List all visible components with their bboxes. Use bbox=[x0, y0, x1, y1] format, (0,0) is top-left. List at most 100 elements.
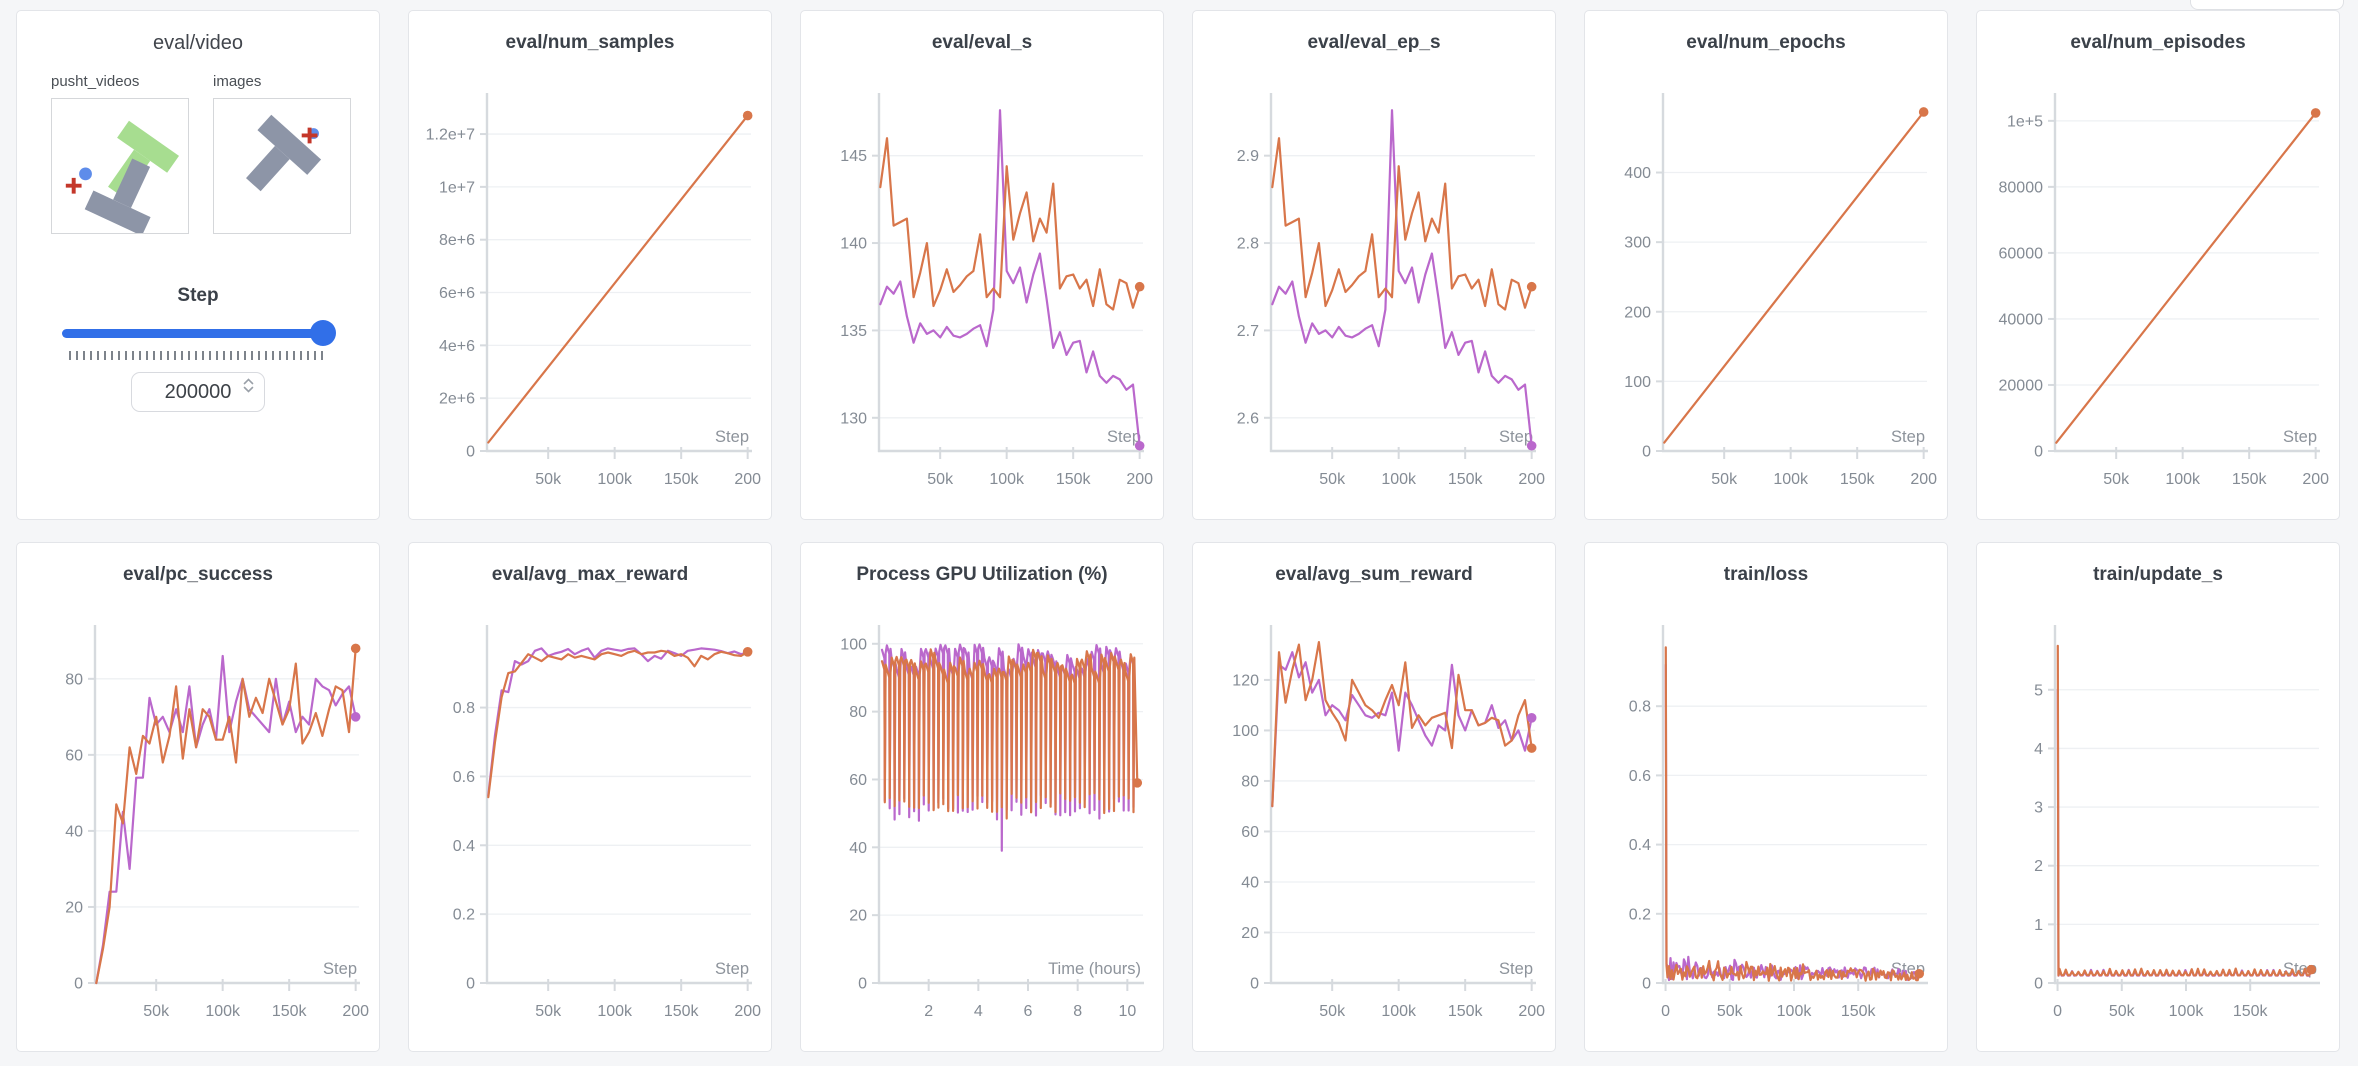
panel-title: eval/video bbox=[152, 32, 244, 54]
svg-text:0.6: 0.6 bbox=[1629, 768, 1651, 785]
svg-text:100k: 100k bbox=[2169, 1003, 2205, 1020]
panel-title: eval/num_epochs bbox=[1686, 32, 1846, 53]
svg-text:4e+6: 4e+6 bbox=[439, 338, 475, 355]
svg-text:20000: 20000 bbox=[1999, 377, 2044, 394]
svg-text:50k: 50k bbox=[535, 471, 562, 488]
svg-text:400: 400 bbox=[1624, 165, 1651, 182]
line-chart-canvas[interactable]: 0 20 40 60 80 50k 100k 150k 200 Step bbox=[17, 601, 379, 1049]
svg-text:2.8: 2.8 bbox=[1237, 236, 1259, 253]
stepper-arrows[interactable] bbox=[243, 378, 254, 393]
panel-card-chart: eval/avg_max_reward 0 0.2 0.4 0.6 0.8 50k 100k… bbox=[408, 542, 772, 1052]
svg-text:60: 60 bbox=[65, 747, 83, 764]
svg-text:0.4: 0.4 bbox=[1629, 837, 1651, 854]
svg-text:2.7: 2.7 bbox=[1237, 323, 1259, 340]
step-number-input[interactable]: 200000 bbox=[131, 372, 265, 412]
svg-text:200: 200 bbox=[1624, 304, 1651, 321]
panel-title: eval/eval_ep_s bbox=[1307, 32, 1441, 53]
svg-text:150k: 150k bbox=[1840, 471, 1876, 488]
svg-text:4: 4 bbox=[974, 1003, 983, 1020]
svg-text:1e+7: 1e+7 bbox=[439, 179, 475, 196]
media-label: pusht_videos bbox=[51, 73, 140, 90]
panel-card-chart: Process GPU Utilization (%) 0 20 40 60 80 100… bbox=[800, 542, 1164, 1052]
svg-text:0.2: 0.2 bbox=[453, 907, 475, 924]
svg-text:Step: Step bbox=[323, 960, 357, 978]
line-chart-canvas[interactable]: 130 135 140 145 50k 100k 150k 200 Step bbox=[801, 69, 1163, 517]
svg-text:2: 2 bbox=[924, 1003, 933, 1020]
svg-text:150k: 150k bbox=[1448, 471, 1484, 488]
svg-text:100: 100 bbox=[1624, 374, 1651, 391]
line-chart-canvas[interactable]: 0 0.2 0.4 0.6 0.8 50k 100k 150k 200 Step bbox=[409, 601, 771, 1049]
svg-text:200: 200 bbox=[1518, 471, 1545, 488]
svg-text:Step: Step bbox=[715, 960, 749, 978]
svg-text:80: 80 bbox=[849, 704, 867, 721]
svg-text:2.9: 2.9 bbox=[1237, 148, 1259, 165]
svg-text:100k: 100k bbox=[989, 471, 1025, 488]
svg-text:200: 200 bbox=[1126, 471, 1153, 488]
svg-text:6e+6: 6e+6 bbox=[439, 285, 475, 302]
svg-text:50k: 50k bbox=[143, 1003, 170, 1020]
svg-text:200: 200 bbox=[2302, 471, 2329, 488]
svg-text:50k: 50k bbox=[1717, 1003, 1744, 1020]
svg-text:40: 40 bbox=[849, 840, 867, 857]
svg-text:40: 40 bbox=[65, 823, 83, 840]
step-slider[interactable] bbox=[62, 320, 336, 346]
svg-text:150k: 150k bbox=[1448, 1003, 1484, 1020]
svg-text:0.2: 0.2 bbox=[1629, 906, 1651, 923]
line-chart-canvas[interactable]: 0 100 200 300 400 50k 100k 150k 200 Step bbox=[1585, 69, 1947, 517]
svg-text:140: 140 bbox=[840, 236, 867, 253]
panel-title: eval/avg_sum_reward bbox=[1275, 564, 1473, 585]
media-row: pusht_videos bbox=[17, 73, 379, 239]
agent-dot-icon bbox=[79, 167, 92, 181]
slider-track[interactable] bbox=[62, 329, 334, 338]
svg-text:0: 0 bbox=[1642, 976, 1651, 993]
slider-thumb[interactable] bbox=[310, 320, 336, 346]
line-chart-canvas[interactable]: 0 2e+6 4e+6 6e+6 8e+6 1e+7 1.2e+7 50k 100k 150k 20… bbox=[409, 69, 771, 517]
panel-title: eval/eval_s bbox=[931, 32, 1033, 53]
panel-card-chart: eval/eval_ep_s 2.6 2.7 2.8 2.9 50k 100k 150k 20… bbox=[1192, 10, 1556, 520]
svg-text:2: 2 bbox=[2034, 858, 2043, 875]
svg-text:5: 5 bbox=[2034, 682, 2043, 699]
panel-card-chart: eval/pc_success 0 20 40 60 80 50k 100k 150k 200 S… bbox=[16, 542, 380, 1052]
step-value[interactable]: 200000 bbox=[164, 380, 232, 403]
panel-card-chart: eval/num_epochs 0 100 200 300 400 50k 100k 150k… bbox=[1584, 10, 1948, 520]
svg-text:120: 120 bbox=[1232, 672, 1259, 689]
svg-text:100: 100 bbox=[840, 636, 867, 653]
svg-text:80: 80 bbox=[65, 671, 83, 688]
svg-text:0: 0 bbox=[2034, 976, 2043, 993]
svg-text:8e+6: 8e+6 bbox=[439, 232, 475, 249]
svg-text:150k: 150k bbox=[664, 471, 700, 488]
panel-card-chart: eval/num_episodes 0 20000 40000 60000 80000 1… bbox=[1976, 10, 2340, 520]
svg-text:100k: 100k bbox=[205, 1003, 241, 1020]
gray-t-block-icon bbox=[84, 158, 151, 236]
svg-text:50k: 50k bbox=[1319, 1003, 1346, 1020]
svg-text:0.4: 0.4 bbox=[453, 838, 475, 855]
svg-text:150k: 150k bbox=[272, 1003, 308, 1020]
panel-card-chart: train/loss 0 0.2 0.4 0.6 0.8 0 50k 100k 150k Step bbox=[1584, 542, 1948, 1052]
line-chart-canvas[interactable]: 2.6 2.7 2.8 2.9 50k 100k 150k 200 Step bbox=[1193, 69, 1555, 517]
line-chart-canvas[interactable]: 0 20 40 60 80 100 2 4 6 8 10 Time (hours) bbox=[801, 601, 1163, 1049]
line-chart-canvas[interactable]: 0 20000 40000 60000 80000 1e+5 50k 100k 150k 200 S… bbox=[1977, 69, 2339, 517]
svg-text:50k: 50k bbox=[1711, 471, 1738, 488]
svg-text:200: 200 bbox=[342, 1003, 369, 1020]
svg-text:Step: Step bbox=[715, 428, 749, 446]
image-frame[interactable] bbox=[213, 98, 351, 234]
chevron-up-icon bbox=[243, 378, 254, 385]
svg-text:1.2e+7: 1.2e+7 bbox=[426, 127, 475, 144]
media-item-pusht-videos: pusht_videos bbox=[51, 73, 191, 239]
line-chart-canvas[interactable]: 0 20 40 60 80 100 120 50k 100k 150k 200 Step bbox=[1193, 601, 1555, 1049]
svg-text:100: 100 bbox=[1232, 723, 1259, 740]
svg-text:8: 8 bbox=[1073, 1003, 1082, 1020]
pusht-video-frame[interactable] bbox=[51, 98, 189, 236]
svg-text:Step: Step bbox=[2283, 428, 2317, 446]
svg-text:100k: 100k bbox=[1777, 1003, 1813, 1020]
svg-text:50k: 50k bbox=[2103, 471, 2130, 488]
svg-text:150k: 150k bbox=[664, 1003, 700, 1020]
svg-text:0: 0 bbox=[466, 976, 475, 993]
svg-text:100k: 100k bbox=[597, 1003, 633, 1020]
svg-text:6: 6 bbox=[1024, 1003, 1033, 1020]
panel-card-eval-video: eval/video pusht_videos bbox=[16, 10, 380, 520]
svg-text:Step: Step bbox=[1891, 428, 1925, 446]
panel-title: eval/num_samples bbox=[505, 32, 675, 53]
